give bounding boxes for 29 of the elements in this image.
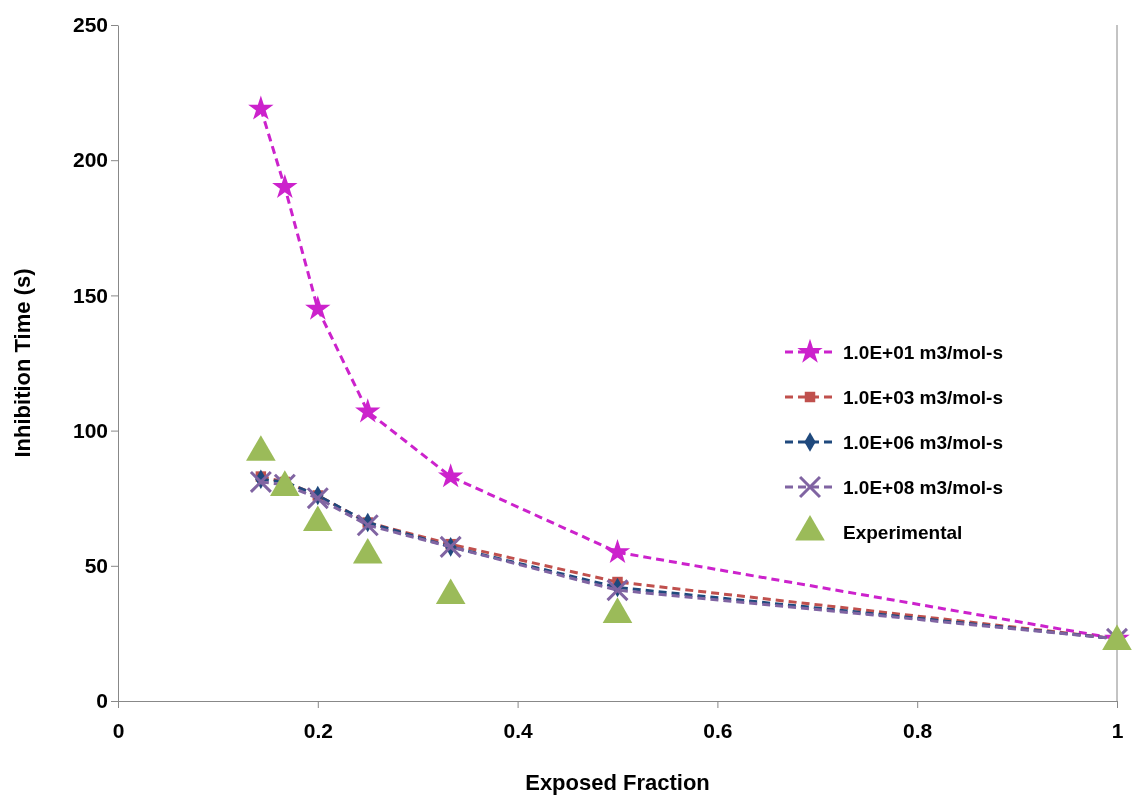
point xyxy=(606,578,629,602)
y-tick-label: 150 xyxy=(72,283,108,307)
legend-label: 1.0E+06 m3/mol-s xyxy=(843,432,1004,453)
legend-label: 1.0E+08 m3/mol-s xyxy=(843,477,1004,498)
x-tick-label: 0.4 xyxy=(503,719,534,743)
y-tick-label: 0 xyxy=(96,689,108,713)
y-tick-label: 250 xyxy=(72,13,108,37)
point xyxy=(356,513,380,537)
x-tick-label: 0.2 xyxy=(303,719,333,743)
point xyxy=(355,398,381,423)
legend-label: 1.0E+03 m3/mol-s xyxy=(843,387,1004,408)
point xyxy=(604,538,631,564)
x-tick-label: 0.8 xyxy=(903,719,933,743)
legend-label: 1.0E+01 m3/mol-s xyxy=(843,342,1004,363)
y-tick-label: 200 xyxy=(72,148,108,172)
point xyxy=(272,173,298,199)
point xyxy=(305,295,331,320)
point xyxy=(248,95,274,120)
x-tick-label: 0.6 xyxy=(703,719,733,743)
point xyxy=(437,463,464,488)
x-axis-title: Exposed Fraction xyxy=(525,770,710,795)
point xyxy=(439,535,463,559)
y-tick-label: 50 xyxy=(84,554,108,578)
point xyxy=(306,486,330,510)
y-tick-label: 100 xyxy=(72,418,108,442)
x-tick-label: 0 xyxy=(112,719,125,743)
y-axis-title: Inhibition Time (s) xyxy=(10,268,35,458)
legend-label: Experimental xyxy=(843,522,963,543)
x-tick-label: 1 xyxy=(1111,719,1124,743)
